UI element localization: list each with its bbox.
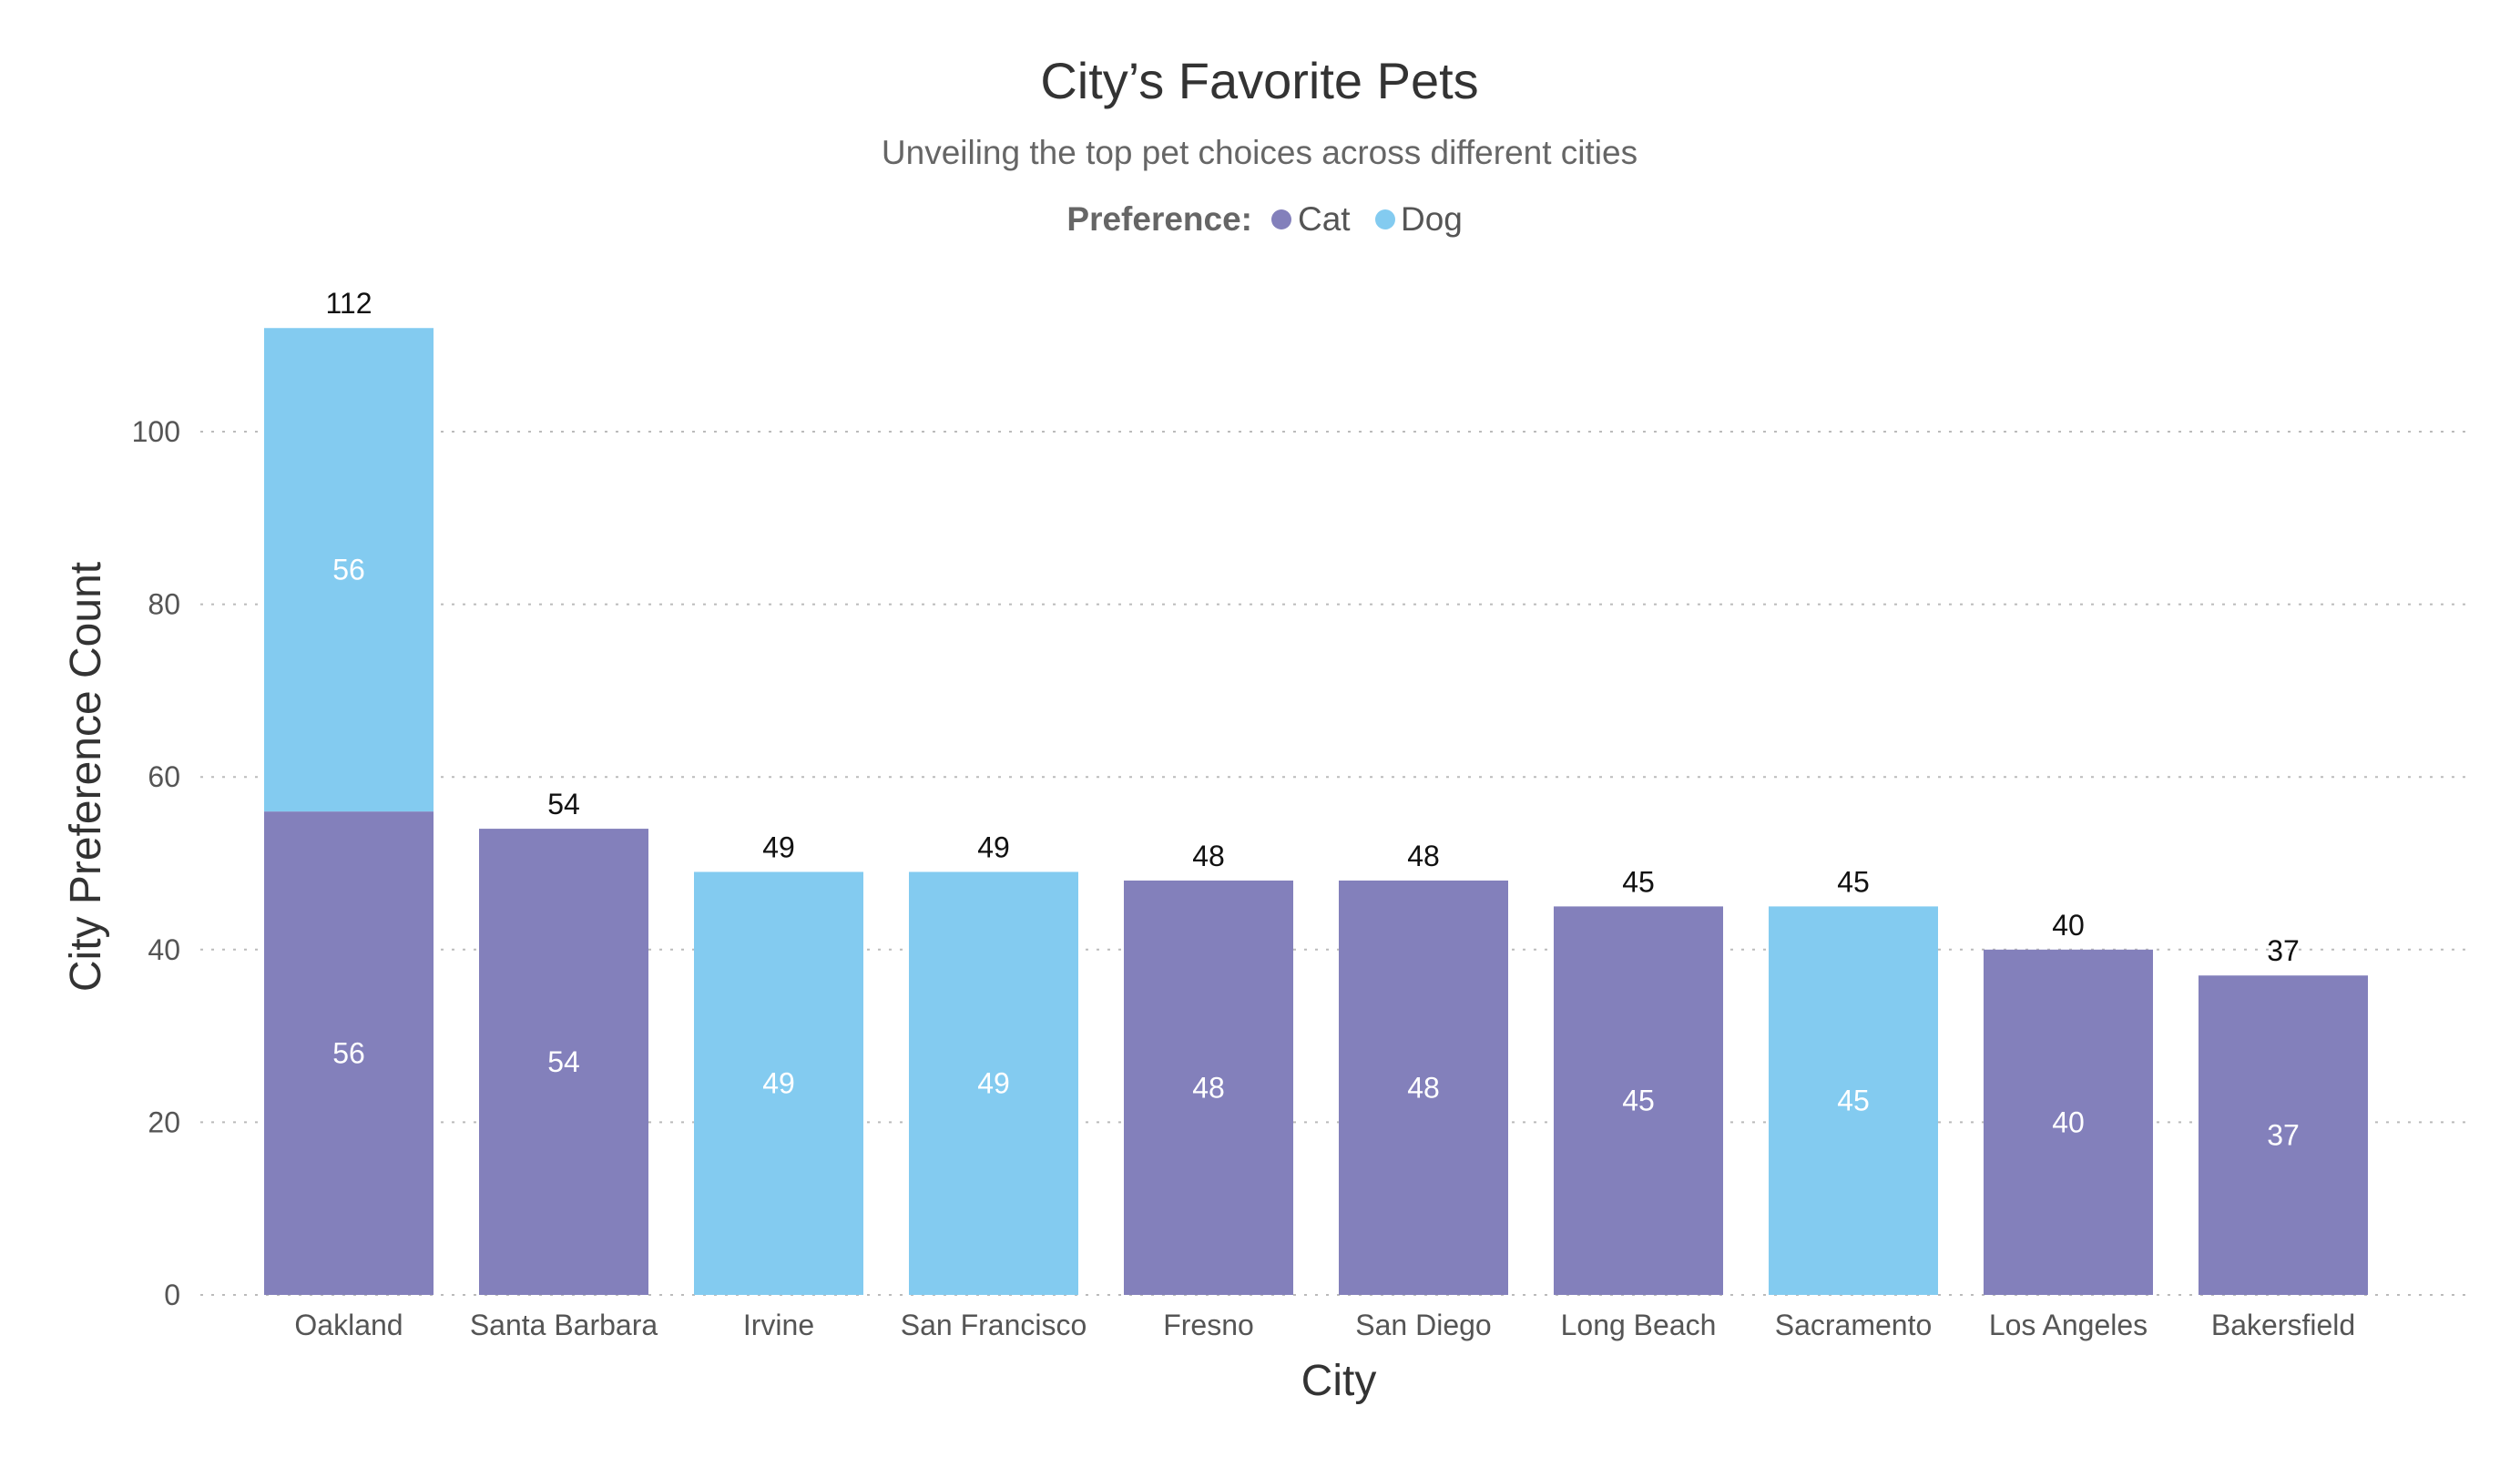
- y-tick-label: 80: [148, 588, 180, 621]
- bar-irvine-dog: [694, 871, 863, 1295]
- total-label: 112: [325, 287, 372, 320]
- legend-label-cat: Cat: [1298, 200, 1351, 238]
- bar-oakland-cat: [264, 811, 434, 1295]
- y-tick-label: 60: [148, 760, 180, 793]
- x-tick-label: Bakersfield: [2211, 1309, 2355, 1341]
- total-label: 49: [977, 830, 1010, 863]
- segment-label: 37: [2267, 1119, 2300, 1152]
- total-label: 37: [2267, 934, 2300, 967]
- x-axis-title: City: [1301, 1357, 1377, 1405]
- total-label: 40: [2052, 909, 2085, 942]
- bar-sacramento-dog: [1769, 906, 1938, 1295]
- segment-labels: 56 56 54 49 49 48 48 45 45 40 37: [332, 554, 2300, 1152]
- x-tick-label: Sacramento: [1775, 1309, 1933, 1341]
- total-labels: 112 54 49 49 48 48 45 45 40 37: [325, 287, 2299, 967]
- bar-san-diego-cat: [1339, 880, 1508, 1295]
- segment-label: 49: [762, 1067, 795, 1100]
- segment-label: 48: [1407, 1071, 1440, 1104]
- y-tick-label: 40: [148, 933, 180, 966]
- bar-oakland-dog: [264, 328, 434, 812]
- total-label: 54: [547, 788, 580, 820]
- x-tick-label: Long Beach: [1561, 1309, 1717, 1341]
- chart-subtitle: Unveiling the top pet choices across dif…: [882, 134, 1637, 171]
- total-label: 45: [1837, 865, 1870, 898]
- segment-label: 54: [547, 1045, 580, 1078]
- bar-fresno-cat: [1124, 880, 1293, 1295]
- legend: Preference: Cat Dog: [1066, 200, 1463, 238]
- x-axis-ticks: Oakland Santa Barbara Irvine San Francisco F…: [294, 1309, 2355, 1341]
- y-axis-ticks: 0 20 40 60 80 100: [132, 415, 180, 1311]
- bars: [264, 328, 2368, 1295]
- segment-label: 49: [977, 1067, 1010, 1100]
- bar-bakersfield-cat: [2199, 975, 2368, 1295]
- total-label: 49: [762, 830, 795, 863]
- x-tick-label: San Francisco: [901, 1309, 1087, 1341]
- chart-title: City’s Favorite Pets: [1040, 52, 1478, 109]
- y-tick-label: 0: [164, 1279, 180, 1311]
- segment-label: 40: [2052, 1105, 2085, 1138]
- bar-los-angeles-cat: [1984, 949, 2153, 1295]
- bar-san-francisco-dog: [909, 871, 1078, 1295]
- x-tick-label: Oakland: [294, 1309, 403, 1341]
- legend-swatch-dog: [1375, 209, 1395, 229]
- total-label: 48: [1407, 840, 1440, 872]
- y-tick-label: 20: [148, 1105, 180, 1138]
- segment-label: 48: [1192, 1071, 1225, 1104]
- segment-label: 45: [1622, 1085, 1655, 1117]
- x-tick-label: San Diego: [1355, 1309, 1491, 1341]
- legend-title: Preference:: [1066, 200, 1252, 238]
- x-tick-label: Santa Barbara: [470, 1309, 658, 1341]
- bar-long-beach-cat: [1554, 906, 1723, 1295]
- x-tick-label: Irvine: [743, 1309, 814, 1341]
- segment-label: 56: [332, 1037, 365, 1070]
- x-tick-label: Los Angeles: [1989, 1309, 2148, 1341]
- total-label: 48: [1192, 840, 1225, 872]
- legend-swatch-cat: [1271, 209, 1291, 229]
- segment-label: 45: [1837, 1085, 1870, 1117]
- legend-label-dog: Dog: [1401, 200, 1463, 238]
- y-tick-label: 100: [132, 415, 180, 448]
- y-axis-title: City Preference Count: [62, 562, 110, 992]
- total-label: 45: [1622, 865, 1655, 898]
- x-tick-label: Fresno: [1163, 1309, 1254, 1341]
- bar-santa-barbara-cat: [479, 829, 648, 1295]
- segment-label: 56: [332, 554, 365, 586]
